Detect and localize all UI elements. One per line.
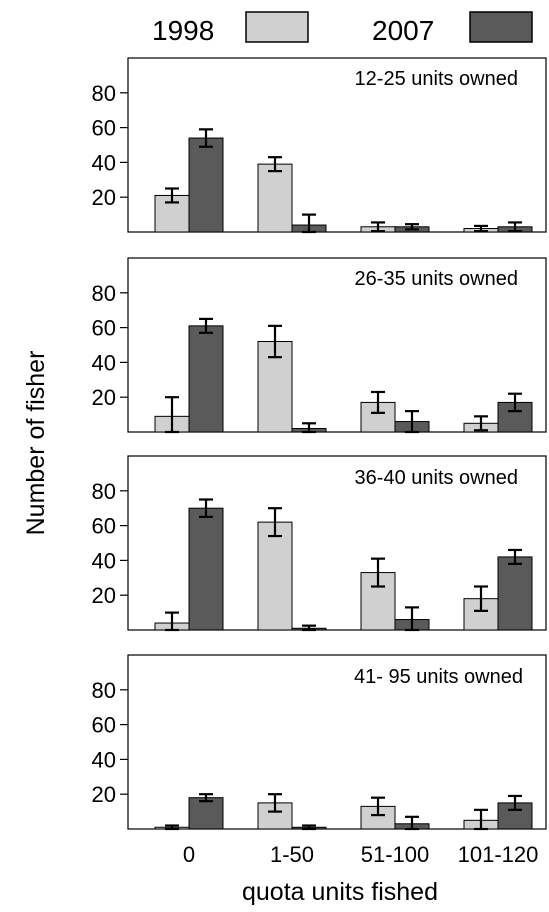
error-bar-1998-1-50 bbox=[268, 793, 282, 813]
error-bar-1998-101-120 bbox=[474, 415, 488, 432]
y-tick-label: 40 bbox=[92, 150, 116, 175]
x-tick-label: 101-120 bbox=[458, 842, 539, 867]
panel-26-35: 26-35 units owned 20 40 60 80 bbox=[92, 257, 547, 434]
y-tick-label: 80 bbox=[92, 281, 116, 306]
y-tick-label: 20 bbox=[92, 782, 116, 807]
panel-title: 26-35 units owned bbox=[355, 268, 518, 290]
y-axis-label: Number of fisher bbox=[22, 351, 50, 536]
y-tick-label: 80 bbox=[92, 81, 116, 106]
y-tick-label: 20 bbox=[92, 583, 116, 608]
error-bar-1998-51-100 bbox=[371, 557, 385, 588]
bar-1998-1-50 bbox=[257, 163, 293, 233]
y-tick-label: 20 bbox=[92, 185, 116, 210]
panel-frame bbox=[127, 654, 547, 830]
bar-2007-0 bbox=[188, 507, 224, 631]
x-tick-labels: 0 1-50 51-100 101-120 bbox=[183, 842, 539, 867]
error-bar-1998-1-50 bbox=[268, 156, 282, 173]
error-bar-2007-1-50 bbox=[302, 422, 316, 434]
x-axis-label: quota units fished bbox=[242, 878, 438, 906]
error-bar-1998-0 bbox=[165, 187, 179, 204]
legend-swatch-1998 bbox=[245, 11, 309, 43]
y-tick-label: 60 bbox=[92, 316, 116, 341]
error-bar-2007-1-50 bbox=[302, 824, 316, 831]
panel-frame bbox=[127, 455, 547, 631]
error-bar-1998-51-100 bbox=[371, 390, 385, 414]
y-tick-label: 40 bbox=[92, 350, 116, 375]
x-tick-label: 0 bbox=[183, 842, 195, 867]
error-bar-2007-101-120 bbox=[508, 794, 522, 811]
y-ticks: 20 40 60 80 bbox=[92, 479, 128, 608]
error-bar-1998-0 bbox=[165, 824, 179, 831]
panel-title: 41- 95 units owned bbox=[354, 666, 523, 688]
error-bar-2007-51-100 bbox=[405, 223, 419, 231]
y-tick-label: 20 bbox=[92, 385, 116, 410]
y-tick-label: 60 bbox=[92, 514, 116, 539]
bar-2007-101-120 bbox=[497, 802, 533, 830]
error-bar-1998-101-120 bbox=[474, 808, 488, 831]
error-bar-2007-0 bbox=[199, 317, 213, 334]
panel-title: 36-40 units owned bbox=[355, 467, 518, 489]
error-bar-1998-1-50 bbox=[268, 324, 282, 359]
y-tick-label: 60 bbox=[92, 713, 116, 738]
y-ticks: 20 40 60 80 bbox=[92, 678, 128, 807]
x-tick-label: 51-100 bbox=[361, 842, 430, 867]
error-bar-2007-1-50 bbox=[302, 624, 316, 632]
y-tick-label: 40 bbox=[92, 747, 116, 772]
y-tick-label: 80 bbox=[92, 479, 116, 504]
panel-frame bbox=[127, 257, 547, 433]
bar-2007-0 bbox=[188, 797, 224, 830]
error-bar-2007-0 bbox=[199, 128, 213, 148]
bar-1998-1-50 bbox=[257, 521, 293, 631]
error-bar-1998-51-100 bbox=[371, 796, 385, 817]
legend-label-2007: 2007 bbox=[372, 15, 434, 46]
bars bbox=[154, 793, 533, 831]
error-bar-1998-51-100 bbox=[371, 221, 385, 233]
y-tick-label: 80 bbox=[92, 678, 116, 703]
bars bbox=[154, 128, 533, 234]
legend: 1998 2007 bbox=[152, 11, 533, 46]
error-bar-2007-1-50 bbox=[302, 213, 316, 234]
bars bbox=[154, 317, 533, 434]
panel-12-25: 12-25 units owned 20 40 60 80 bbox=[92, 57, 547, 234]
error-bar-2007-101-120 bbox=[508, 221, 522, 233]
legend-label-1998: 1998 bbox=[152, 15, 214, 46]
panel-frame bbox=[127, 57, 547, 233]
bars bbox=[154, 498, 533, 632]
bar-2007-0 bbox=[188, 325, 224, 433]
error-bar-1998-0 bbox=[165, 396, 179, 434]
y-tick-label: 40 bbox=[92, 548, 116, 573]
bar-2007-0 bbox=[188, 137, 224, 233]
error-bar-1998-101-120 bbox=[474, 224, 488, 233]
x-tick-label: 1-50 bbox=[270, 842, 314, 867]
y-tick-label: 60 bbox=[92, 116, 116, 141]
bar-2007-101-120 bbox=[497, 556, 533, 631]
legend-swatch-2007 bbox=[469, 11, 533, 43]
panel-36-40: 36-40 units owned 20 40 60 80 bbox=[92, 455, 547, 632]
error-bar-2007-51-100 bbox=[405, 410, 419, 434]
panel-41-95: 41- 95 units owned 20 40 60 80 bbox=[92, 654, 547, 831]
error-bar-2007-51-100 bbox=[405, 606, 419, 632]
error-bar-2007-101-120 bbox=[508, 392, 522, 413]
error-bar-1998-101-120 bbox=[474, 585, 488, 612]
error-bar-2007-101-120 bbox=[508, 548, 522, 565]
error-bar-2007-0 bbox=[199, 498, 213, 519]
error-bar-2007-0 bbox=[199, 793, 213, 803]
y-ticks: 20 40 60 80 bbox=[92, 281, 128, 410]
error-bar-1998-0 bbox=[165, 611, 179, 632]
y-ticks: 20 40 60 80 bbox=[92, 81, 128, 210]
bar-1998-101-120 bbox=[463, 598, 499, 631]
error-bar-1998-1-50 bbox=[268, 507, 282, 538]
panel-title: 12-25 units owned bbox=[355, 68, 518, 90]
error-bar-2007-51-100 bbox=[405, 815, 419, 831]
